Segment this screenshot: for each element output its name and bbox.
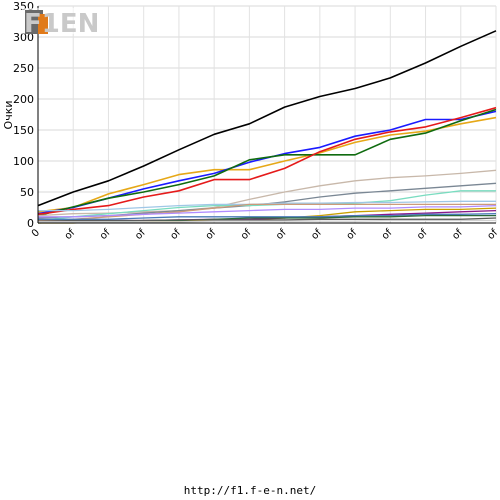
series-lines xyxy=(37,30,497,224)
axes xyxy=(37,6,496,224)
f1en-logo: F1EN xyxy=(22,8,99,36)
x-tick-labels: 0 of of of of of of of of of of of of of xyxy=(30,227,500,242)
series-line-15 xyxy=(37,217,497,222)
x-tick-label: of xyxy=(239,227,254,242)
x-tick-label: of xyxy=(168,227,183,242)
series-line-1 xyxy=(37,30,497,207)
logo-text: F1EN xyxy=(24,9,99,36)
y-tick-label: 50 xyxy=(20,186,34,199)
x-tick-label: of xyxy=(345,227,360,242)
y-tick-label: 200 xyxy=(13,93,34,106)
x-tick-label: of xyxy=(274,227,289,242)
y-tick-label: 150 xyxy=(13,124,34,137)
x-tick-label: of xyxy=(98,227,113,242)
x-tick-label: of xyxy=(204,227,219,242)
x-tick-label: of xyxy=(486,227,500,242)
x-tick-label: of xyxy=(415,227,430,242)
x-tick-label: of xyxy=(380,227,395,242)
x-tick-label: of xyxy=(309,227,324,242)
x-tick-label: of xyxy=(63,227,78,242)
series-line-13 xyxy=(38,213,497,220)
y-tick-label: 100 xyxy=(13,155,34,168)
y-axis-title: Очки xyxy=(2,101,15,130)
series-line-4 xyxy=(37,108,497,217)
x-tick-label: of xyxy=(450,227,465,242)
series-line-10 xyxy=(37,203,496,222)
footer-url[interactable]: http://f1.f-e-n.net/ xyxy=(183,484,317,497)
x-tick-label: 0 xyxy=(30,227,42,239)
series-line-5 xyxy=(37,106,497,216)
series-line-16 xyxy=(38,204,497,218)
series-line-17 xyxy=(38,219,496,223)
y-tick-label: 0 xyxy=(27,217,34,230)
x-tick-label: of xyxy=(133,227,148,242)
series-line-2 xyxy=(37,116,497,213)
grid xyxy=(37,5,497,224)
y-tick-label: 250 xyxy=(13,62,34,75)
y-tick-label: 300 xyxy=(13,31,34,44)
